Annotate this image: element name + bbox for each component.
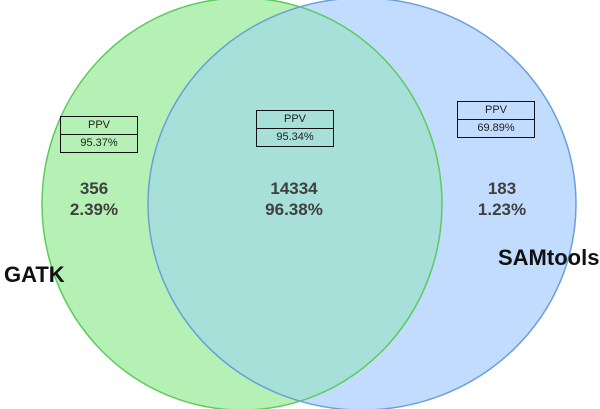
intersection-ppv-box: PPV 95.34% (256, 110, 334, 147)
samtools-only-count: 183 (487, 179, 517, 198)
samtools-label: SAMtools (498, 245, 600, 270)
intersection-ppv-value: 95.34% (276, 131, 314, 143)
intersection-stats: 14334 96.38% (244, 178, 344, 220)
samtools-ppv-value: 69.89% (477, 122, 515, 134)
samtools-only-stats: 183 1.23% (472, 178, 532, 220)
gatk-ppv-label: PPV (61, 117, 137, 135)
samtools-only-percent: 1.23% (477, 200, 527, 219)
intersection-ppv-label: PPV (257, 111, 333, 129)
samtools-set-outline (147, 0, 577, 409)
intersection-region (148, 0, 442, 409)
gatk-only-count: 356 (79, 179, 109, 198)
gatk-set-outline (41, 0, 443, 409)
intersection-count: 14334 (270, 179, 318, 198)
samtools-ppv-box: PPV 69.89% (457, 101, 535, 138)
gatk-only-percent: 2.39% (69, 200, 119, 219)
gatk-ppv-value: 95.37% (80, 137, 118, 149)
samtools-ppv-label: PPV (458, 102, 534, 120)
gatk-only-stats: 356 2.39% (64, 178, 124, 220)
gatk-label: GATK (4, 262, 65, 287)
intersection-percent: 96.38% (265, 200, 323, 219)
gatk-ppv-box: PPV 95.37% (60, 116, 138, 153)
